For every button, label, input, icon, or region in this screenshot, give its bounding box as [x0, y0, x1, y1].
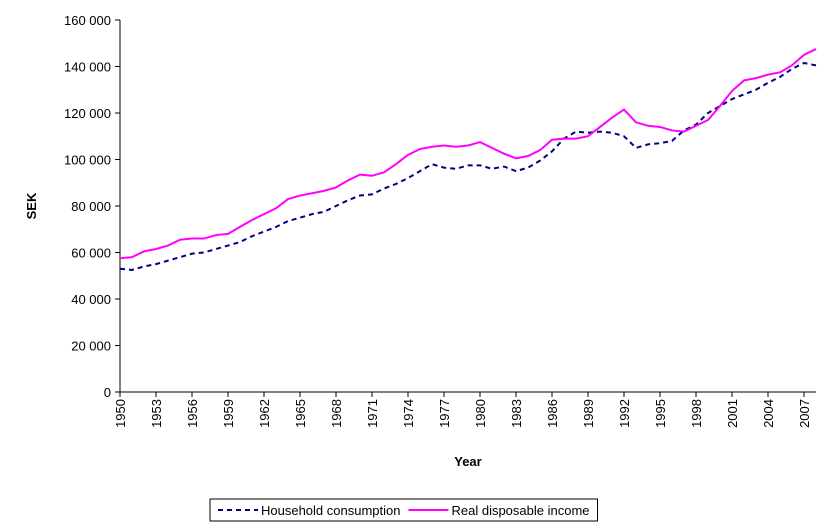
- series-line: [119, 48, 817, 260]
- x-tick-label: 2001: [725, 399, 740, 428]
- x-tick-label: 1950: [113, 399, 128, 428]
- legend-label: Household consumption: [261, 503, 400, 518]
- x-tick-label: 1965: [293, 399, 308, 428]
- legend: Household consumption Real disposable inc…: [209, 498, 599, 522]
- x-tick-label: 1959: [221, 399, 236, 428]
- x-tick-label: 2004: [761, 399, 776, 428]
- x-axis-title: Year: [454, 454, 481, 469]
- x-tick-label: 1974: [401, 399, 416, 428]
- x-tick-label: 1953: [149, 399, 164, 428]
- y-tick-label: 100 000: [64, 153, 111, 168]
- x-tick-label: 1998: [689, 399, 704, 428]
- legend-box: [209, 498, 599, 522]
- x-tick-label: 1971: [365, 399, 380, 428]
- x-tick-label: 2007: [797, 399, 812, 428]
- x-tick-label: 1962: [257, 399, 272, 428]
- x-tick-label: 1980: [473, 399, 488, 428]
- x-tick-label: 1986: [545, 399, 560, 428]
- y-tick-label: 120 000: [64, 106, 111, 121]
- series-line: [119, 61, 817, 271]
- y-tick-label: 60 000: [71, 246, 111, 261]
- y-tick-label: 160 000: [64, 13, 111, 28]
- y-tick-label: 80 000: [71, 199, 111, 214]
- y-axis-title: SEK: [24, 192, 39, 219]
- x-tick-label: 1989: [581, 399, 596, 428]
- x-tick-label: 1977: [437, 399, 452, 428]
- x-tick-label: 1995: [653, 399, 668, 428]
- x-tick-label: 1992: [617, 399, 632, 428]
- y-tick-label: 0: [104, 385, 111, 400]
- y-tick-label: 20 000: [71, 339, 111, 354]
- x-tick-label: 1956: [185, 399, 200, 428]
- x-tick-label: 1968: [329, 399, 344, 428]
- y-tick-label: 140 000: [64, 60, 111, 75]
- legend-label: Real disposable income: [451, 503, 589, 518]
- y-tick-label: 40 000: [71, 292, 111, 307]
- x-tick-label: 1983: [509, 399, 524, 428]
